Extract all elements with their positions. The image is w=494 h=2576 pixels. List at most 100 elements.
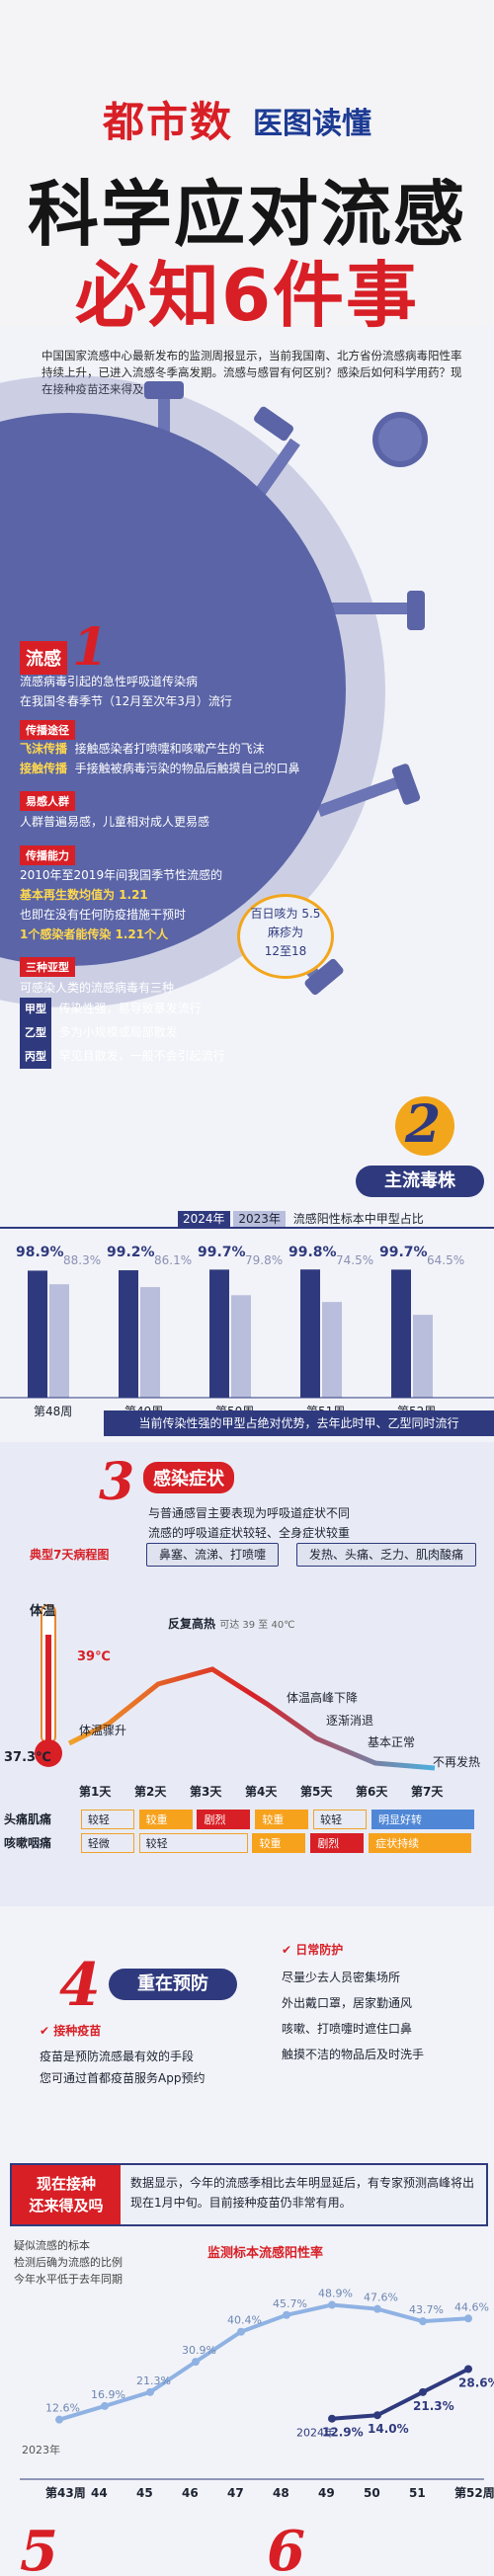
small-virus-icon xyxy=(372,412,428,467)
intro-text: 中国国家流感中心最新发布的监测周报显示，当前我国南、北方省份流感病毒阳性率持续上… xyxy=(41,349,462,396)
label-2024-value: 12.9% xyxy=(322,2426,364,2440)
sec4-title: 重在预防 xyxy=(109,1969,237,2000)
comparison-bubble: 百日咳为 5.5 麻疹为 12至18 xyxy=(237,894,334,979)
point-2023 xyxy=(55,2415,63,2424)
bar-2024 xyxy=(28,1270,47,1398)
sec3-panel: 3 感染症状 与普通感冒主要表现为呼吸道症状不同 流感的呼吸道症状较轻、全身症状… xyxy=(0,1442,494,1906)
week-label: 第52周 xyxy=(454,2485,494,2500)
sec2-number: 2 xyxy=(405,1094,442,1155)
population-tag: 易感人群 xyxy=(20,790,75,811)
temp-39: 39℃ xyxy=(77,1650,111,1664)
point-2024 xyxy=(328,2414,336,2423)
label-2023-value: 40.4% xyxy=(227,2314,262,2327)
point-2023 xyxy=(101,2401,109,2410)
header: 都市数 医图读懂 科学应对流感 必知6件事 xyxy=(0,0,494,337)
sec2-title: 主流毒株 xyxy=(356,1166,484,1197)
point-2023 xyxy=(192,2358,200,2367)
annot-no-fever: 不再发热 xyxy=(433,1755,481,1769)
sec3-number: 3 xyxy=(99,1452,135,1512)
week-label: 50 xyxy=(364,2486,380,2500)
point-2023 xyxy=(237,2327,245,2336)
bar-value-label: 74.5% xyxy=(336,1253,373,1267)
label-2023-value: 48.9% xyxy=(318,2288,353,2300)
now-vaccine-tag: 现在接种 还来得及吗 xyxy=(12,2165,121,2224)
sec2-number-circle xyxy=(395,1096,454,1156)
bar-legend: 2024年 2023年 流感阳性标本中甲型占比 xyxy=(178,1210,424,1227)
bar-2023 xyxy=(49,1284,69,1398)
line-2024 xyxy=(331,2367,469,2421)
sec3-title: 感染症状 xyxy=(143,1462,234,1493)
temp-373: 37.3℃ xyxy=(4,1750,51,1765)
week-label: 第43周 xyxy=(45,2485,86,2500)
week-label: 49 xyxy=(318,2486,335,2500)
sec1-heading: 流感 1 xyxy=(20,617,138,678)
bar-2024 xyxy=(209,1269,229,1398)
sec4-panel: 4 重在预防 ✔ 接种疫苗 疫苗是预防流感最有效的手段 您可通过首都疫苗服务Ap… xyxy=(0,1911,494,2158)
bar-value-label: 98.9% xyxy=(16,1245,64,1260)
day-axis: 第1天 第2天 第3天 第4天 第5天 第6天 第7天 xyxy=(79,1785,444,1799)
point-2023 xyxy=(283,2310,290,2319)
brand-logo-yitu: 医图读懂 xyxy=(253,107,371,141)
temperature-curve xyxy=(35,1604,436,1771)
subtype-tag: 三种亚型 xyxy=(20,956,75,977)
course-label: 典型7天病程图 xyxy=(30,1548,110,1562)
symptom-row-cough: 咳嗽咽痛 轻微 较轻 较重 剧烈 症状持续 xyxy=(4,1833,472,1853)
bar-2023 xyxy=(140,1287,160,1398)
label-2023-value: 16.9% xyxy=(91,2388,125,2401)
bar-category-label: 第48周 xyxy=(34,1405,72,1418)
point-2023 xyxy=(464,2314,472,2323)
label-2023-value: 43.7% xyxy=(409,2303,444,2316)
point-2023 xyxy=(146,2387,154,2396)
label-2023: 2023年 xyxy=(22,2444,60,2456)
line-chart-title: 监测标本流感阳性率 xyxy=(207,2246,324,2261)
sec4-number: 4 xyxy=(59,1951,101,2020)
bar-chart: 98.9%88.3%第48周99.2%86.1%第49周99.7%79.8%第5… xyxy=(0,1245,494,1418)
population-text: 人群普遍易感，儿童相对成人更易感 xyxy=(20,815,210,829)
bar-value-label: 88.3% xyxy=(63,1253,101,1267)
week-label: 46 xyxy=(182,2486,199,2500)
temp-label: 体温 xyxy=(30,1604,56,1619)
daily-list: 尽量少去人员密集场所 外出戴口罩，居家勤通风 咳嗽、打喷嚏时遮住口鼻 触摸不洁的… xyxy=(282,1971,425,2061)
bottom-note: 疑似流感的标本 检测后确为流感的比例 今年水平低于去年同期 xyxy=(14,2239,123,2286)
annot-fade: 逐渐消退 xyxy=(326,1714,374,1728)
symptom-row-headache: 头痛肌痛 较轻 较重 剧烈 较重 较轻 明显好转 xyxy=(4,1810,475,1829)
resp-symptoms: 鼻塞、流涕、打喷嚏 xyxy=(146,1543,279,1567)
bar-2023 xyxy=(322,1302,342,1398)
label-2024: 2024年 xyxy=(296,2426,335,2440)
route-list: 飞沫传播 接触感染者打喷嚏和咳嗽产生的飞沫 接触传播 手接触被病毒污染的物品后触… xyxy=(20,742,300,775)
bar-value-label: 64.5% xyxy=(427,1253,464,1267)
bar-2024 xyxy=(119,1270,138,1398)
annot-high-fever: 反复高热 可达 39 至 40℃ xyxy=(168,1617,295,1631)
bar-2024 xyxy=(391,1269,411,1398)
route-tag: 传播途径 xyxy=(20,719,75,740)
vaccine-tag: ✔ 接种疫苗 xyxy=(40,2024,102,2038)
point-2023 xyxy=(419,2317,427,2326)
bar-value-label: 79.8% xyxy=(245,1253,283,1267)
sec5-number: 5 xyxy=(20,2519,58,2576)
bar-2023 xyxy=(413,1315,433,1398)
label-2024-value: 21.3% xyxy=(413,2399,454,2413)
now-vaccine-text: 数据显示，今年的流感季相比去年明显延后，有专家预测高峰将出现在1月中旬。目前接种… xyxy=(130,2176,475,2210)
footer: 5 6 xyxy=(0,2519,494,2576)
label-2023-value: 12.6% xyxy=(45,2402,80,2415)
label-2023-value: 45.7% xyxy=(273,2297,307,2310)
bar-value-label: 99.2% xyxy=(107,1245,155,1260)
label-2023-value: 44.6% xyxy=(454,2300,489,2313)
now-vaccine-box: 现在接种 还来得及吗 数据显示，今年的流感季相比去年明显延后，有专家预测高峰将出… xyxy=(10,2163,488,2226)
vaccine-text: 疫苗是预防流感最有效的手段 您可通过首都疫苗服务App预约 xyxy=(40,2050,206,2085)
subtype-list: 可感染人类的流感病毒有三种 甲型 传染性强，易导致暴发流行 乙型 多为小规模或局… xyxy=(20,978,296,1069)
week-label: 48 xyxy=(273,2486,289,2500)
bar-2023 xyxy=(231,1295,251,1398)
legend-divider xyxy=(0,1227,494,1229)
page-title: 科学应对流感 xyxy=(27,173,466,256)
label-2024-value: 28.6% xyxy=(458,2375,494,2389)
annot-normal: 基本正常 xyxy=(368,1735,416,1749)
daily-tag: ✔ 日常防护 xyxy=(282,1943,344,1957)
bar-2024 xyxy=(300,1269,320,1398)
brand-logo-dushishu: 都市数 xyxy=(103,98,234,146)
line-2023 xyxy=(58,2302,469,2422)
point-2023 xyxy=(373,2304,381,2313)
week-label: 44 xyxy=(91,2486,108,2500)
point-2024 xyxy=(373,2411,381,2420)
